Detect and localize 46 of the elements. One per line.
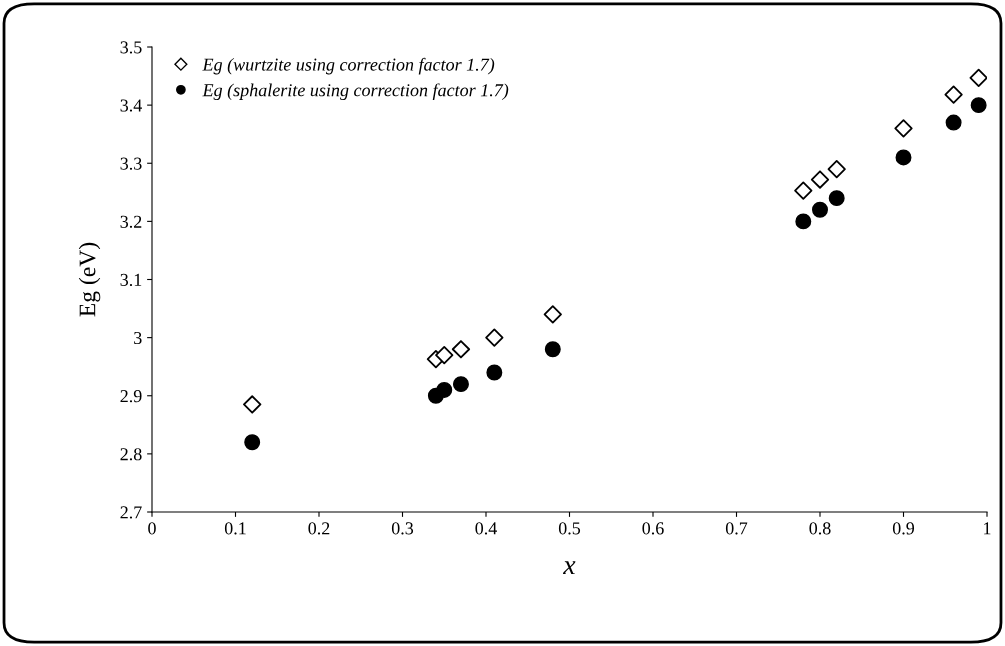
legend-label: Eg (sphalerite using correction factor 1.7) bbox=[202, 83, 509, 100]
y-tick-label: 3 bbox=[134, 331, 142, 345]
y-tick-label: 3.5 bbox=[120, 41, 142, 54]
point bbox=[244, 434, 261, 451]
x-tick-label: 0.5 bbox=[558, 522, 581, 535]
x-tick-label: 0.8 bbox=[809, 522, 831, 535]
point bbox=[944, 85, 963, 104]
x-tick-label: 0.4 bbox=[475, 522, 497, 535]
point bbox=[544, 341, 561, 358]
x-tick-label: 0 bbox=[148, 522, 156, 535]
point bbox=[812, 201, 828, 218]
point bbox=[243, 395, 262, 414]
y-tick-label: 2.7 bbox=[120, 506, 142, 519]
point bbox=[795, 213, 812, 230]
y-tick-label: 2.9 bbox=[120, 390, 142, 403]
x-tick-label: 1 bbox=[984, 522, 991, 535]
point bbox=[543, 305, 562, 324]
point bbox=[436, 381, 453, 398]
point bbox=[810, 170, 830, 189]
y-axis-title: Eg (eV) bbox=[78, 242, 101, 317]
y-tick-label: 2.8 bbox=[120, 448, 142, 461]
x-tick-label: 0.3 bbox=[391, 522, 414, 535]
x-tick-label: 0.9 bbox=[892, 522, 915, 535]
y-tick-label: 3.3 bbox=[120, 157, 142, 170]
point bbox=[894, 119, 913, 138]
point bbox=[827, 159, 846, 179]
point bbox=[828, 190, 845, 207]
y-tick-label: 3.1 bbox=[120, 273, 142, 287]
point bbox=[485, 328, 504, 347]
point bbox=[794, 181, 813, 200]
x-tick-label: 0.6 bbox=[642, 522, 664, 535]
point bbox=[452, 376, 469, 393]
point bbox=[451, 340, 471, 359]
x-tick-label: 0.7 bbox=[725, 522, 748, 535]
x-axis-title: x bbox=[563, 561, 576, 575]
point bbox=[970, 97, 987, 114]
x-tick-label: 0.1 bbox=[224, 522, 246, 535]
point bbox=[435, 345, 454, 365]
point bbox=[895, 149, 912, 166]
point bbox=[969, 68, 987, 87]
y-tick-label: 3.4 bbox=[120, 99, 142, 112]
point bbox=[945, 114, 962, 131]
x-tick-label: 0.2 bbox=[308, 522, 330, 535]
y-tick-label: 3.2 bbox=[120, 215, 142, 228]
legend-label: Eg (wurtzite using correction factor 1.7) bbox=[202, 57, 495, 75]
point bbox=[486, 364, 503, 381]
